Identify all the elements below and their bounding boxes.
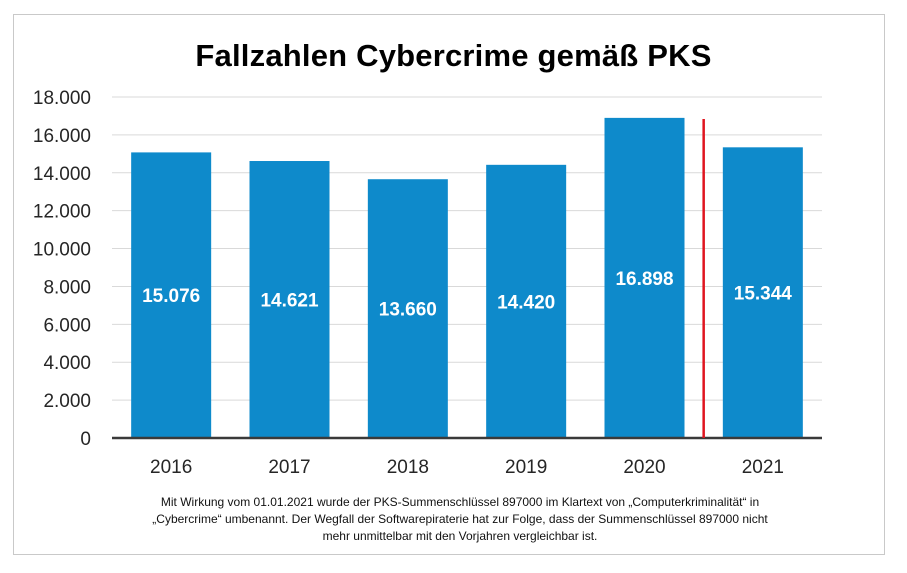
x-tick-label: 2020 [623, 457, 665, 478]
y-tick-label: 0 [80, 429, 91, 450]
bar [249, 161, 330, 438]
y-tick-label: 18.000 [33, 88, 91, 109]
bar [486, 164, 567, 438]
footnote: Mit Wirkung vom 01.01.2021 wurde der PKS… [115, 494, 805, 545]
bar [367, 179, 448, 439]
y-tick-label: 8.000 [43, 277, 91, 298]
x-tick-label: 2019 [505, 457, 547, 478]
bar [604, 117, 685, 439]
y-tick-label: 12.000 [33, 202, 91, 223]
data-label: 15.076 [142, 286, 200, 307]
data-label: 16.898 [615, 269, 673, 290]
data-label: 14.420 [497, 292, 555, 313]
y-tick-label: 14.000 [33, 164, 91, 185]
chart-title: Fallzahlen Cybercrime gemäß PKS [195, 38, 712, 73]
footnote-line: „Cybercrime“ umbenannt. Der Wegfall der … [152, 512, 768, 526]
bar [722, 147, 803, 438]
y-tick-label: 2.000 [43, 391, 91, 412]
footnote-line: Mit Wirkung vom 01.01.2021 wurde der PKS… [160, 495, 760, 509]
bar [131, 152, 212, 438]
data-label: 14.621 [260, 291, 319, 312]
data-label: 13.660 [379, 300, 437, 321]
y-tick-label: 16.000 [33, 126, 91, 147]
x-tick-label: 2018 [387, 457, 429, 478]
x-tick-label: 2016 [150, 457, 192, 478]
x-tick-label: 2017 [268, 457, 310, 478]
footnote-line: mehr unmittelbar mit den Vorjahren vergl… [322, 529, 598, 543]
x-tick-label: 2021 [742, 457, 784, 478]
y-tick-label: 6.000 [43, 315, 91, 336]
y-tick-label: 4.000 [43, 353, 91, 374]
y-tick-label: 10.000 [33, 240, 91, 261]
data-label: 15.344 [734, 284, 793, 305]
